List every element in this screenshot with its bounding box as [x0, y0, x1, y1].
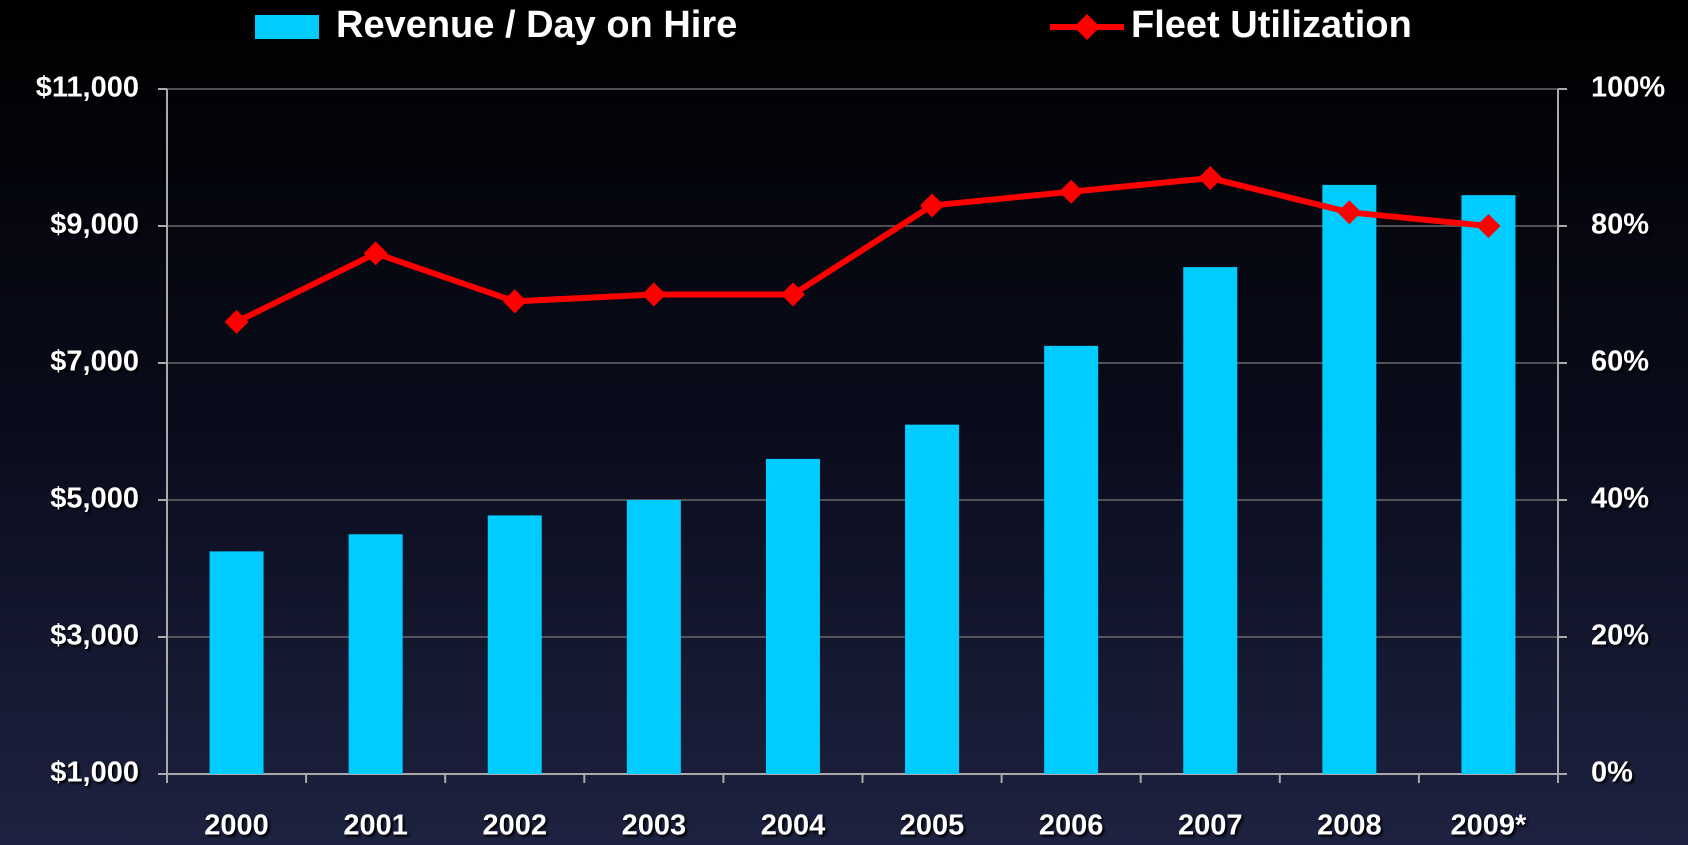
- y2-tick-label: 80%: [1591, 209, 1649, 241]
- x-tick-label: 2000: [204, 810, 269, 842]
- line-marker: [641, 282, 666, 307]
- legend-label: Revenue / Day on Hire: [336, 4, 737, 46]
- line-marker: [1198, 166, 1223, 191]
- x-tick-label: 2001: [343, 810, 408, 842]
- line: [235, 175, 1489, 325]
- x-tick-label: 2002: [482, 810, 547, 842]
- y2-tick-label: 40%: [1591, 483, 1649, 515]
- bar: [1322, 184, 1377, 774]
- line-marker: [1476, 214, 1501, 238]
- legend-marker: [1074, 14, 1100, 40]
- line-marker: [780, 282, 805, 307]
- legend-label: Fleet Utilization: [1131, 4, 1412, 46]
- bar: [905, 424, 960, 774]
- legend-swatch: [255, 15, 319, 39]
- x-tick-label: 2008: [1317, 810, 1382, 842]
- line-marker: [224, 309, 249, 334]
- bar: [1044, 345, 1099, 774]
- x-tick-label: 2005: [900, 810, 965, 842]
- y-tick-label: $3,000: [50, 620, 139, 652]
- y-tick-label: $7,000: [50, 346, 139, 378]
- y2-tick-label: 100%: [1591, 72, 1665, 104]
- x-tick-label: 2004: [761, 810, 826, 842]
- x-tick-label: 2009*: [1451, 810, 1528, 842]
- line-marker: [920, 193, 945, 218]
- x-tick-label: 2003: [622, 810, 687, 842]
- bar: [626, 500, 681, 774]
- y2-tick-label: 20%: [1591, 620, 1649, 652]
- line-marker: [1059, 179, 1084, 204]
- y-tick-label: $9,000: [50, 209, 139, 241]
- y-tick-label: $11,000: [36, 72, 139, 104]
- x-tick-label: 2006: [1039, 810, 1104, 842]
- y-tick-label: $1,000: [50, 757, 139, 789]
- bar: [1461, 195, 1516, 775]
- line-marker: [502, 289, 527, 314]
- bar: [348, 534, 403, 774]
- line-marker: [1337, 200, 1362, 225]
- x-tick-label: 2007: [1178, 810, 1243, 842]
- line-marker: [363, 241, 388, 266]
- y-tick-label: $5,000: [50, 483, 139, 515]
- y2-tick-label: 0%: [1591, 757, 1633, 789]
- bar: [209, 551, 264, 774]
- bar: [487, 515, 542, 774]
- y2-tick-label: 60%: [1591, 346, 1649, 378]
- bar: [765, 458, 820, 774]
- bar: [1183, 267, 1238, 774]
